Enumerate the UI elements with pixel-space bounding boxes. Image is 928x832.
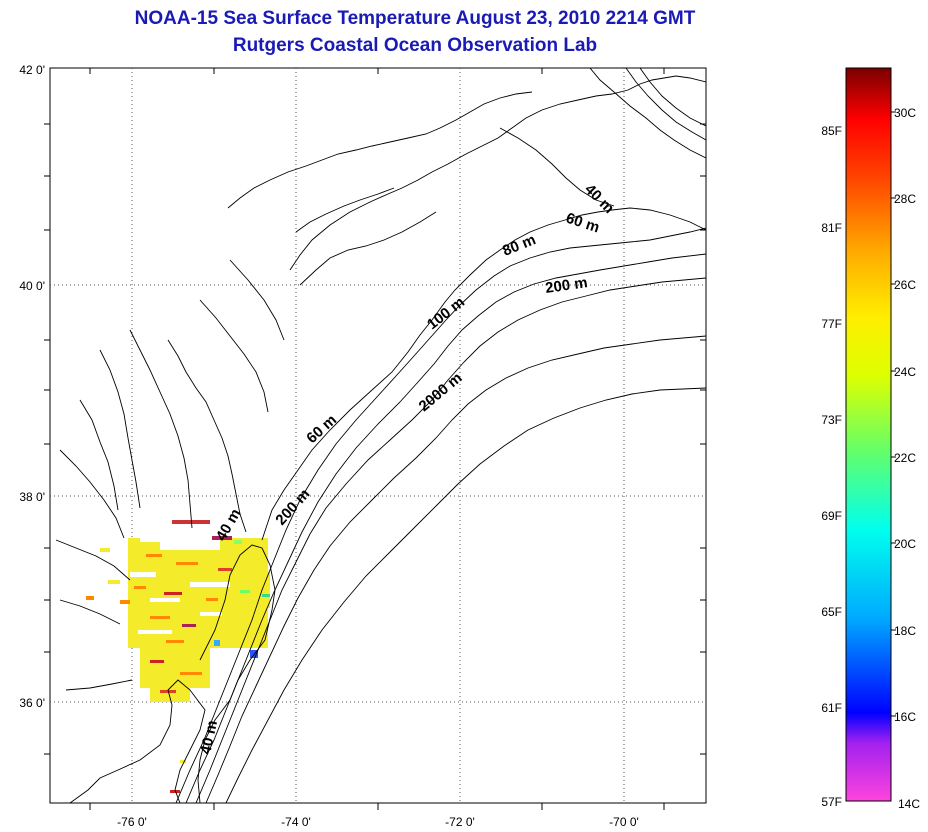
lat-label-40: 40 0': [19, 279, 45, 293]
map-title: NOAA-15 Sea Surface Temperature August 2…: [134, 8, 696, 29]
axis-ticks: [44, 68, 706, 810]
lat-label-42: 42 0': [19, 63, 45, 77]
colorbar-c-label: 18C: [894, 624, 916, 638]
colorbar-c-label: 24C: [894, 365, 916, 379]
colorbar-f-label: 61F: [821, 701, 842, 715]
lon-label-76: -76 0': [117, 815, 147, 829]
lon-label-70: -70 0': [609, 815, 639, 829]
colorbar-c-label: 28C: [894, 192, 916, 206]
colorbar-c-label: 30C: [894, 106, 916, 120]
colorbar-fahrenheit-labels: 85F 81F 77F 73F 69F 65F 61F 57F: [821, 124, 842, 809]
lat-label-36: 36 0': [19, 696, 45, 710]
isobath-label: 200 m: [544, 274, 588, 297]
colorbar-f-label: 57F: [821, 795, 842, 809]
colorbar-c-label: 26C: [894, 278, 916, 292]
colorbar-c-label: 20C: [894, 537, 916, 551]
colorbar-c-label: 22C: [894, 451, 916, 465]
colorbar-f-label: 73F: [821, 413, 842, 427]
colorbar-c-label: 16C: [894, 710, 916, 724]
colorbar-f-label: 85F: [821, 124, 842, 138]
colorbar-f-label: 77F: [821, 317, 842, 331]
isobath-label: 40 m: [197, 719, 221, 756]
colorbar: [845, 67, 892, 802]
lon-label-74: -74 0': [281, 815, 311, 829]
graticule: [50, 68, 706, 803]
colorbar-c-label: 14C: [898, 797, 920, 811]
coastline-and-isobaths: [55, 68, 706, 803]
colorbar-f-label: 69F: [821, 509, 842, 523]
map-subtitle: Rutgers Coastal Ocean Observation Lab: [232, 35, 598, 56]
colorbar-f-label: 65F: [821, 605, 842, 619]
colorbar-celsius-labels: 30C 28C 26C 24C 22C 20C 18C 16C 14C: [894, 106, 920, 811]
lon-label-72: -72 0': [445, 815, 475, 829]
map-frame: [49, 67, 707, 804]
lat-label-38: 38 0': [19, 490, 45, 504]
colorbar-f-label: 81F: [821, 221, 842, 235]
colorbar-ticks: [891, 111, 896, 717]
sst-data-swath: [86, 520, 270, 793]
